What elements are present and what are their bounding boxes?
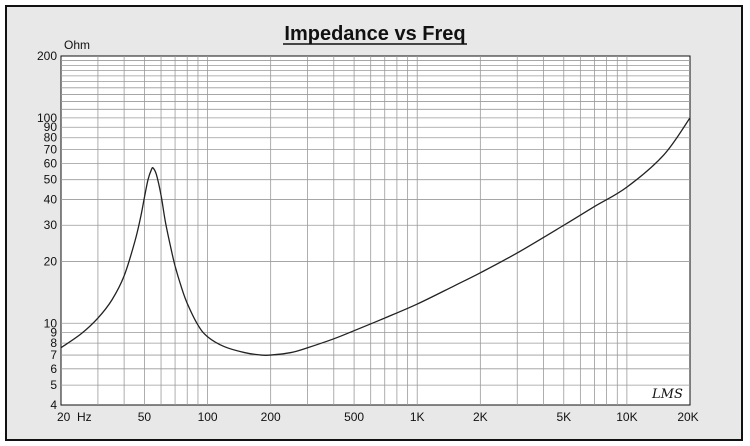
series-layer — [61, 117, 690, 357]
x-tick-label: 10K — [616, 410, 637, 424]
y-tick-label: 40 — [44, 193, 58, 207]
y-tick-label: 200 — [37, 49, 57, 63]
grid-lines — [61, 56, 690, 405]
x-tick-label: 5K — [556, 410, 571, 424]
y-tick-label: 7 — [50, 348, 57, 362]
y-tick-label: 90 — [44, 120, 58, 134]
lms-watermark: LMS — [651, 387, 683, 402]
y-tick-label: 10 — [44, 316, 58, 330]
impedance-curve — [61, 117, 690, 357]
chart-title: Impedance vs Freq — [284, 23, 465, 45]
x-tick-label: 20 — [57, 410, 71, 424]
y-tick-label: 6 — [50, 362, 57, 376]
x-tick-label: 1K — [410, 410, 425, 424]
y-tick-label: 30 — [44, 218, 58, 232]
y-tick-label: 5 — [50, 378, 57, 392]
x-tick-label: 100 — [198, 410, 218, 424]
x-tick-label: 500 — [344, 410, 364, 424]
y-tick-label: 4 — [50, 398, 57, 412]
y-tick-label: 80 — [44, 131, 58, 145]
x-tick-label: 20K — [677, 410, 698, 424]
x-tick-label: 2K — [473, 410, 488, 424]
x-tick-label: 200 — [261, 410, 281, 424]
y-tick-label: 70 — [44, 143, 58, 157]
x-unit-label: Hz — [77, 410, 92, 424]
y-axis-unit-label: Ohm — [64, 38, 90, 52]
x-tick-label: 50 — [138, 410, 152, 424]
y-tick-label: 100 — [37, 111, 57, 125]
y-tick-label: 8 — [50, 336, 57, 350]
y-tick-label: 20 — [44, 254, 58, 268]
y-tick-label: 50 — [44, 173, 58, 187]
y-tick-label: 9 — [50, 326, 57, 340]
y-tick-label: 60 — [44, 156, 58, 170]
plot-area — [60, 55, 691, 406]
